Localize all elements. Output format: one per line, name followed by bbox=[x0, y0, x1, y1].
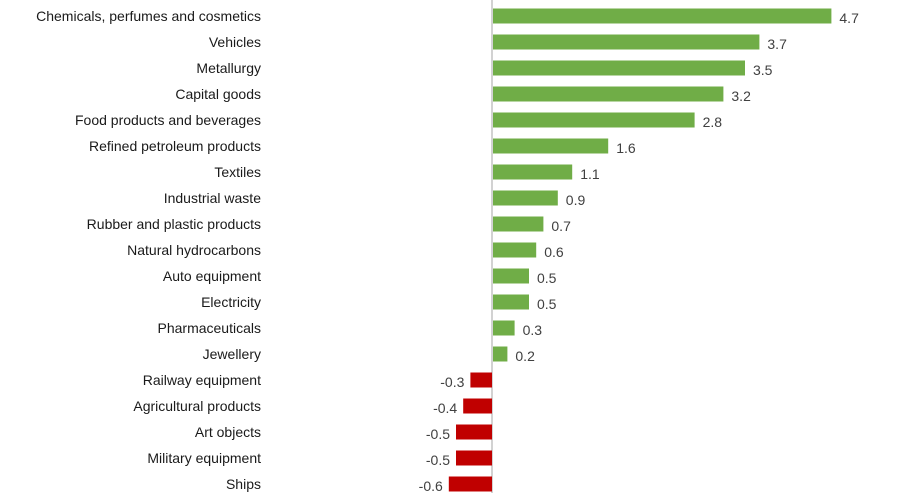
value-label-2: 3.5 bbox=[753, 62, 773, 78]
category-label-18: Ships bbox=[226, 476, 261, 492]
value-label-8: 0.7 bbox=[551, 218, 571, 234]
category-label-16: Art objects bbox=[195, 424, 261, 440]
bar-0 bbox=[493, 8, 832, 24]
bar-7 bbox=[493, 190, 558, 206]
bar-6 bbox=[493, 164, 573, 180]
value-label-13: 0.2 bbox=[515, 348, 535, 364]
bar-11 bbox=[493, 294, 529, 310]
category-label-4: Food products and beverages bbox=[75, 112, 261, 128]
category-label-8: Rubber and plastic products bbox=[87, 216, 261, 232]
category-label-15: Agricultural products bbox=[133, 398, 261, 414]
bar-13 bbox=[493, 346, 508, 362]
category-label-5: Refined petroleum products bbox=[89, 138, 261, 154]
category-label-14: Railway equipment bbox=[143, 372, 261, 388]
value-label-0: 4.7 bbox=[839, 10, 859, 26]
category-label-13: Jewellery bbox=[203, 346, 261, 362]
category-label-12: Pharmaceuticals bbox=[158, 320, 262, 336]
bar-12 bbox=[493, 320, 515, 336]
value-label-7: 0.9 bbox=[566, 192, 586, 208]
bar-8 bbox=[493, 216, 544, 232]
value-label-16: -0.5 bbox=[426, 426, 450, 442]
value-label-11: 0.5 bbox=[537, 296, 557, 312]
category-label-17: Military equipment bbox=[147, 450, 261, 466]
category-labels-group: Chemicals, perfumes and cosmetics Vehicle… bbox=[36, 8, 261, 492]
bar-18 bbox=[448, 476, 492, 492]
bars-group bbox=[448, 8, 832, 492]
value-labels-group: 4.7 3.7 3.53.2 2.8 1.6 1.1 0.9 0.7 0.6 0.5 0.5 0.3 0… bbox=[419, 10, 859, 493]
value-label-5: 1.6 bbox=[616, 140, 636, 156]
category-label-10: Auto equipment bbox=[163, 268, 261, 284]
category-label-0: Chemicals, perfumes and cosmetics bbox=[36, 8, 261, 24]
bar-15 bbox=[463, 398, 492, 414]
value-label-1: 3.7 bbox=[767, 36, 787, 52]
bar-2 bbox=[493, 60, 745, 76]
bar-1 bbox=[493, 34, 760, 50]
category-label-9: Natural hydrocarbons bbox=[127, 242, 261, 258]
value-label-9: 0.6 bbox=[544, 244, 564, 260]
bar-16 bbox=[456, 424, 492, 440]
category-label-6: Textiles bbox=[214, 164, 261, 180]
value-label-3: 3.2 bbox=[731, 88, 751, 104]
bar-5 bbox=[493, 138, 609, 154]
value-label-15: -0.4 bbox=[433, 400, 457, 416]
value-label-6: 1.1 bbox=[580, 166, 600, 182]
value-label-10: 0.5 bbox=[537, 270, 557, 286]
bar-10 bbox=[493, 268, 529, 284]
category-label-3: Capital goods bbox=[175, 86, 261, 102]
bar-9 bbox=[493, 242, 537, 258]
category-label-1: Vehicles bbox=[209, 34, 261, 50]
bar-4 bbox=[493, 112, 695, 128]
value-label-14: -0.3 bbox=[440, 374, 464, 390]
value-label-17: -0.5 bbox=[426, 452, 450, 468]
category-label-11: Electricity bbox=[201, 294, 261, 310]
bar-14 bbox=[470, 372, 492, 388]
bar-3 bbox=[493, 86, 724, 102]
value-label-4: 2.8 bbox=[703, 114, 723, 130]
category-label-2: Metallurgy bbox=[196, 60, 261, 76]
bar-17 bbox=[456, 450, 492, 466]
value-label-18: -0.6 bbox=[419, 478, 443, 493]
value-label-12: 0.3 bbox=[523, 322, 543, 338]
category-label-7: Industrial waste bbox=[164, 190, 261, 206]
